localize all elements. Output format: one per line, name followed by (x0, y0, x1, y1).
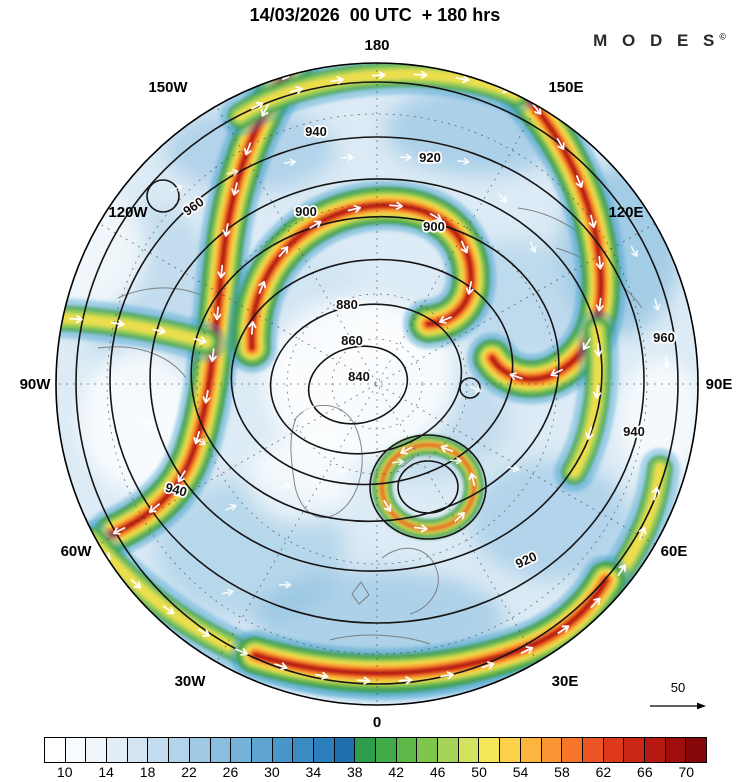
reference-arrow-head (697, 702, 706, 710)
colorbar-cell (355, 738, 376, 762)
colorbar-cell (334, 738, 356, 762)
modes-logo-mark: © (719, 31, 726, 42)
lon-label-180: 180 (364, 37, 389, 54)
contour-label-860: 860 (341, 333, 363, 348)
longitude-labels: 180 150W 150E 120W 120E 90W 90E 60W 60E … (20, 37, 733, 731)
reference-arrow-label: 50 (671, 680, 685, 695)
colorbar-cell (107, 738, 128, 762)
colorbar-cell (686, 738, 706, 762)
colorbar-tick-label: 58 (554, 764, 570, 780)
colorbar-cell (624, 738, 645, 762)
colorbar-tick-label: 70 (678, 764, 695, 780)
lon-label-150e: 150E (548, 79, 583, 96)
colorbar-tick-label: 66 (637, 764, 653, 780)
colorbar-cell (582, 738, 604, 762)
colorbar-cell (458, 738, 480, 762)
colorbar-cell (438, 738, 459, 762)
colorbar-tick-label: 38 (346, 764, 363, 780)
contour-label-900b: 900 (423, 219, 445, 234)
colorbar-tick-label: 26 (222, 764, 239, 780)
colorbar-tick-label: 22 (181, 764, 197, 780)
lon-label-150w: 150W (148, 79, 188, 96)
colorbar-tick-label: 18 (139, 764, 156, 780)
colorbar-cell (231, 738, 252, 762)
lon-label-30w: 30W (175, 673, 207, 690)
modes-logo-text: M O D E S (593, 31, 720, 50)
modes-logo: M O D E S© (593, 31, 726, 51)
colorbar-tick-label: 62 (595, 764, 612, 780)
colorbar-cell (479, 738, 501, 762)
lon-label-0: 0 (373, 714, 381, 731)
colorbar-cell (417, 738, 439, 762)
chart-title: 14/03/2026 00 UTC + 180 hrs (249, 5, 501, 25)
contour-label-880: 880 (336, 297, 358, 312)
lon-label-120e: 120E (608, 204, 643, 221)
map-boundary-circle (55, 62, 699, 706)
polar-weather-map: 840 860 880 900 900 920 920 940 940 940 … (20, 37, 733, 731)
colorbar-tick-labels: 10 14 18 22 26 30 34 38 42 46 50 54 58 62 66 70 (44, 763, 707, 781)
colorbar-cell (45, 738, 66, 762)
map-interior: 840 860 880 900 900 920 920 940 940 940 … (56, 63, 698, 705)
contour-label-840: 840 (348, 369, 370, 384)
colorbar-cell (562, 738, 583, 762)
colorbar-cells (45, 738, 706, 762)
colorbar-cell (210, 738, 232, 762)
height-contour-lines (75, 81, 679, 685)
colorbar-tick-label: 14 (98, 764, 114, 780)
colorbar-cell (251, 738, 273, 762)
colorbar-tick-label: 46 (429, 764, 446, 780)
contour-label-940c: 940 (623, 424, 645, 439)
colorbar-cell (148, 738, 170, 762)
contour-label-940: 940 (305, 124, 327, 139)
colorbar-cell (603, 738, 625, 762)
colorbar-cell (65, 738, 87, 762)
colorbar-cell (665, 738, 687, 762)
colorbar-cell (127, 738, 149, 762)
contour-label-920: 920 (419, 150, 441, 165)
colorbar-tick-label: 54 (512, 764, 529, 780)
colorbar (44, 737, 707, 763)
colorbar-cell (86, 738, 108, 762)
colorbar-tick-label: 34 (305, 764, 322, 780)
lon-label-60e: 60E (661, 543, 688, 560)
colorbar-cell (541, 738, 563, 762)
colorbar-tick-label: 30 (264, 764, 280, 780)
reference-arrow: 50 (650, 680, 706, 710)
colorbar-cell (520, 738, 542, 762)
lon-label-30e: 30E (552, 673, 579, 690)
colorbar-cell (313, 738, 335, 762)
lon-label-90e: 90E (706, 376, 733, 393)
lon-label-90w: 90W (20, 376, 52, 393)
colorbar-cell (169, 738, 190, 762)
colorbar-cell (500, 738, 521, 762)
colorbar-cell (644, 738, 666, 762)
contour-label-900: 900 (295, 204, 317, 219)
colorbar-cell (396, 738, 418, 762)
colorbar-tick-label: 10 (56, 764, 73, 780)
colorbar-cell (376, 738, 397, 762)
colorbar-cell (189, 738, 211, 762)
lon-label-60w: 60W (61, 543, 93, 560)
colorbar-cell (293, 738, 314, 762)
colorbar-tick-label: 42 (388, 764, 405, 780)
lon-label-120w: 120W (108, 204, 148, 221)
colorbar-cell (272, 738, 294, 762)
colorbar-tick-label: 50 (471, 764, 487, 780)
contour-label-960b: 960 (653, 330, 675, 345)
